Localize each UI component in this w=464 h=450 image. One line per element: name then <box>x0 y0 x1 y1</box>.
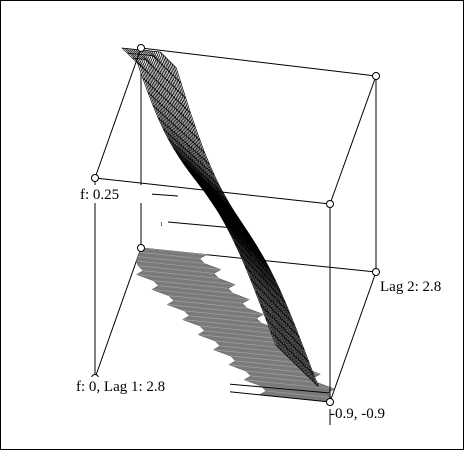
surface-facet <box>121 47 131 54</box>
cube-edge <box>94 177 331 205</box>
corner-marker <box>137 244 145 252</box>
cube-corners <box>91 44 380 406</box>
leader-line <box>227 383 331 394</box>
f-bottom-lag1-label: f: 0, Lag 1: 2.8 <box>76 379 165 395</box>
corner-marker <box>326 398 334 406</box>
shadow-hatch <box>173 300 248 309</box>
shadow-hatch <box>235 360 304 369</box>
cube-edge <box>140 47 377 77</box>
shadow-hatch <box>140 247 207 255</box>
shadow-hatch <box>244 379 335 390</box>
shadow-hatch <box>168 295 243 304</box>
corner-marker <box>326 200 334 208</box>
shadow-hatch <box>219 345 290 354</box>
shadow-hatch <box>136 274 236 285</box>
shadow-hatch <box>153 280 229 289</box>
shadow-hatch <box>136 260 222 270</box>
corner-marker <box>372 268 380 276</box>
label-backdrop <box>74 377 230 395</box>
label-backdrop <box>378 277 462 295</box>
corner-marker <box>91 174 99 182</box>
shadow-hatch <box>151 289 250 300</box>
shadow-hatch <box>184 310 257 319</box>
shadow-hatch <box>189 315 262 324</box>
wireframe-surface <box>121 47 319 387</box>
corner-marker <box>137 44 145 52</box>
cube-edge <box>94 47 142 179</box>
shadow-hatch <box>158 285 233 294</box>
label-leaders <box>149 193 331 425</box>
shadow-hatch <box>214 340 286 349</box>
shadow-hatch <box>204 330 276 339</box>
label-backdrop <box>78 185 152 203</box>
inner-tick <box>167 221 235 229</box>
small-mark-label: 1 <box>160 222 163 228</box>
shadow-hatch <box>143 270 219 279</box>
shadow-hatch <box>199 325 271 334</box>
lag2-max-label: Lag 2: 2.8 <box>380 279 441 295</box>
shadow-hatch <box>139 252 200 259</box>
origin-label: -0.9, -0.9 <box>330 406 385 422</box>
shadow-hatch <box>137 256 205 264</box>
shadow-hatch <box>182 319 278 330</box>
cube-edge <box>94 247 142 379</box>
shadow-hatch <box>245 370 314 379</box>
cube-edge <box>329 75 377 205</box>
shadow-hatch <box>230 355 300 364</box>
f-top-label: f: 0.25 <box>80 187 119 203</box>
shadow-hatch <box>167 304 264 315</box>
shadow-hatch <box>137 265 215 274</box>
corner-marker <box>372 72 380 80</box>
shadow-hatch <box>266 390 332 398</box>
leader-line <box>149 193 179 197</box>
cube-edge <box>329 271 377 403</box>
shadow-hatch <box>250 375 319 384</box>
